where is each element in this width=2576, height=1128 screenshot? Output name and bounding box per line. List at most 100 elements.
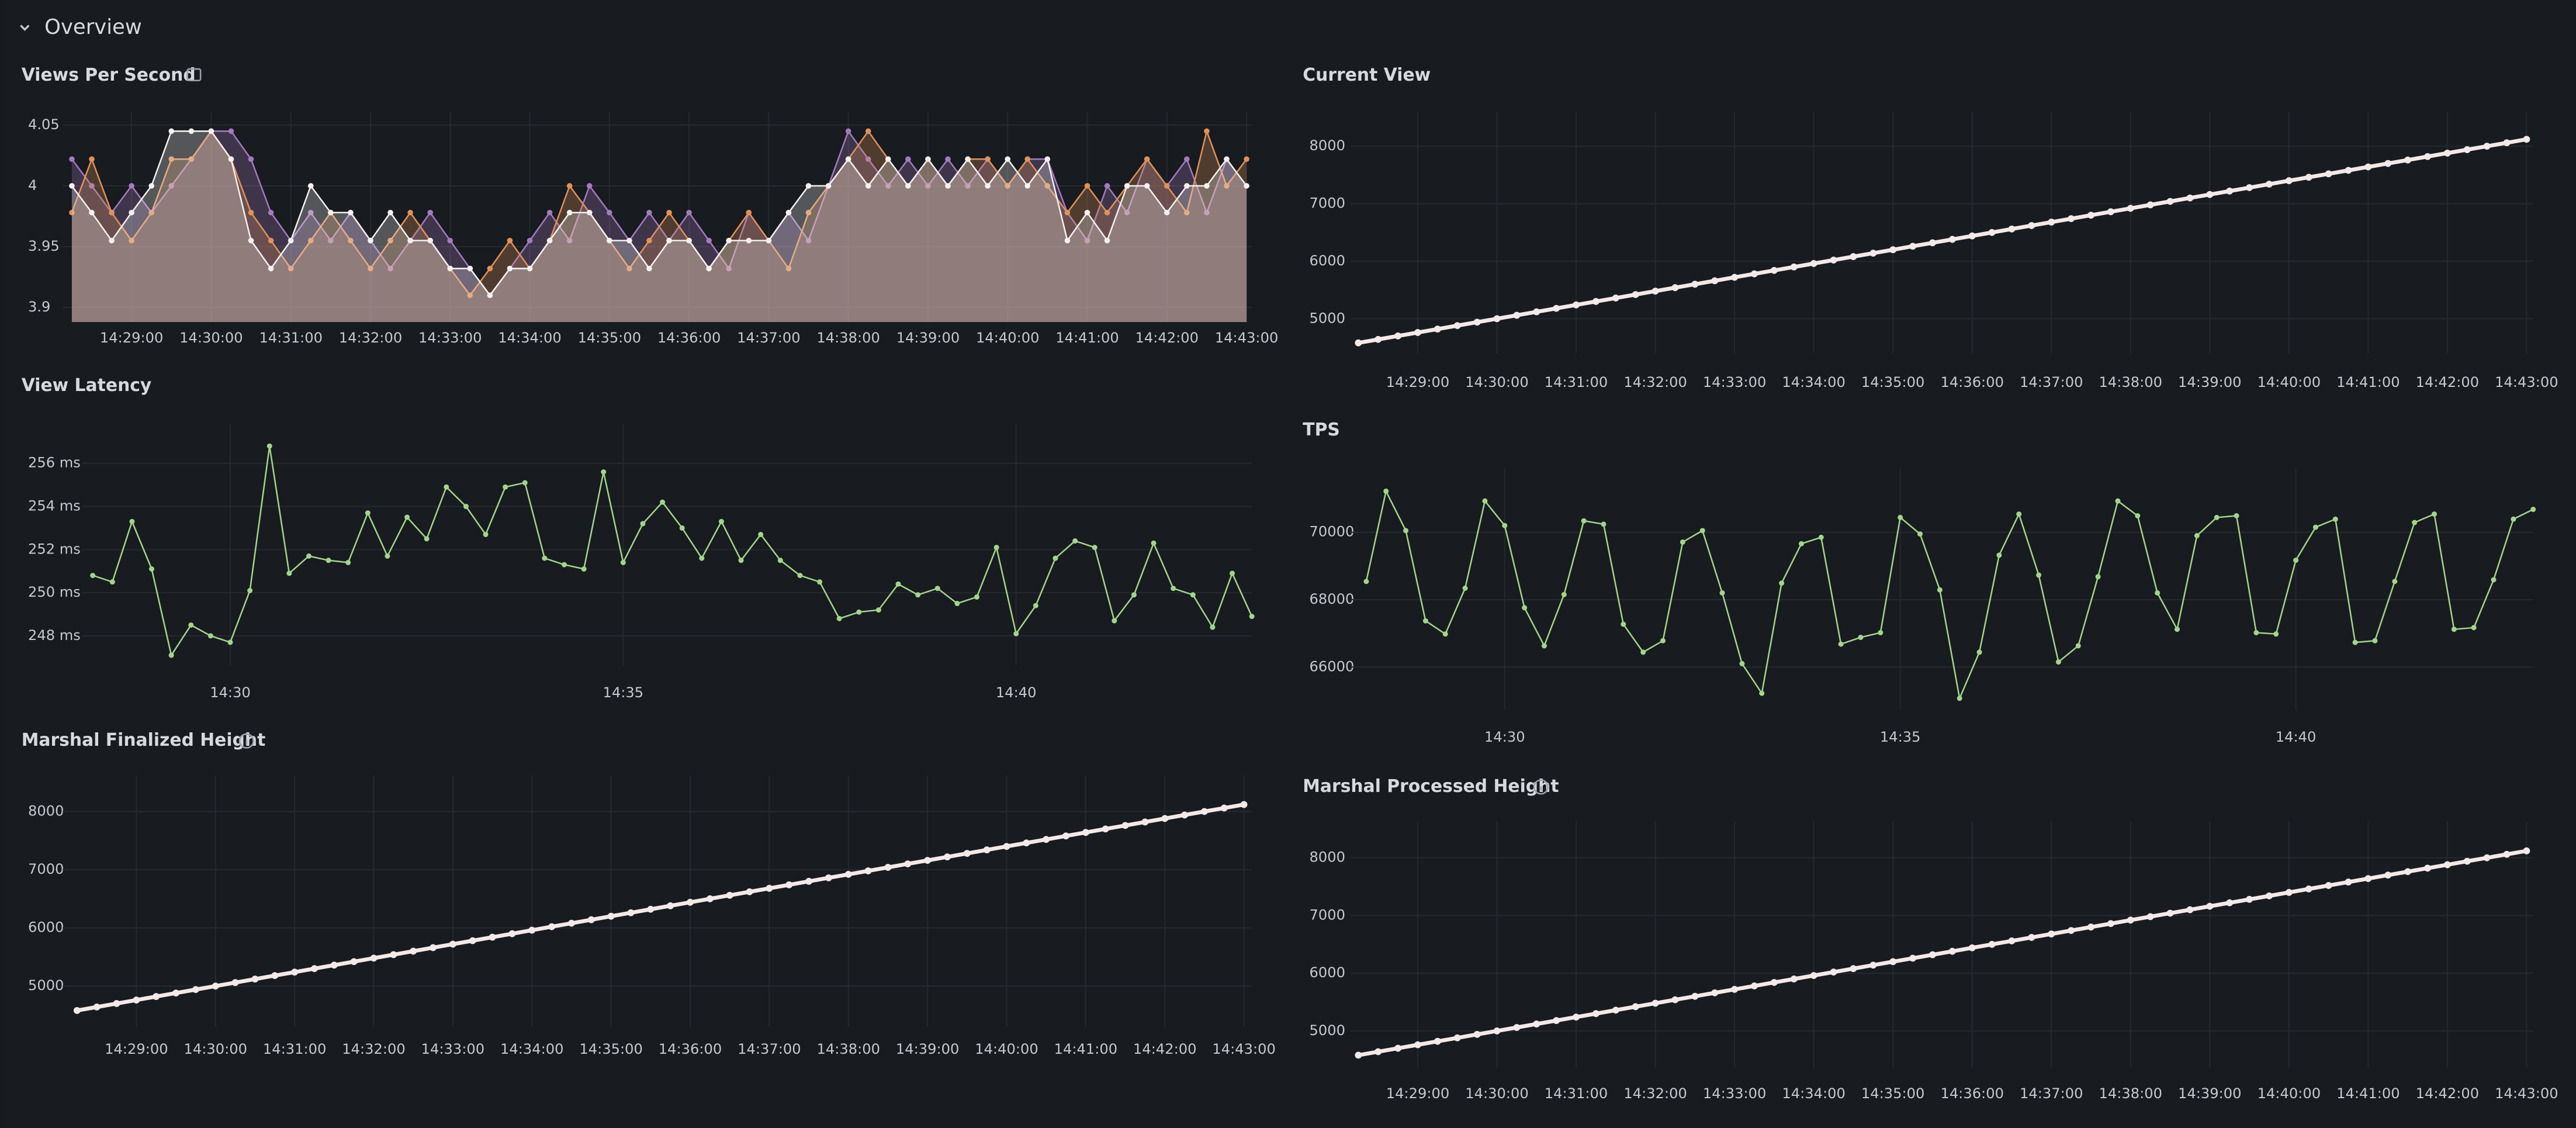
- data-point: [489, 933, 496, 941]
- panel-link-icon[interactable]: [186, 68, 202, 82]
- data-point: [983, 846, 991, 854]
- data-point: [73, 1007, 81, 1014]
- section-title[interactable]: Overview: [44, 15, 142, 39]
- x-tick-label: 14:36:00: [657, 330, 721, 346]
- x-tick-label: 14:42:00: [1135, 330, 1199, 346]
- data-point: [268, 237, 274, 244]
- data-point: [1869, 250, 1877, 257]
- data-point: [925, 183, 931, 189]
- y-tick-label: 248 ms: [28, 627, 81, 643]
- data-point: [1422, 618, 1428, 624]
- data-point: [620, 559, 626, 565]
- data-point: [487, 265, 493, 272]
- x-tick-label: 14:30:00: [184, 1041, 247, 1057]
- collapse-chevron[interactable]: [20, 25, 30, 31]
- data-point: [2087, 212, 2094, 219]
- data-point: [268, 209, 274, 216]
- data-point: [1005, 156, 1011, 162]
- x-tick-label: 14:33:00: [418, 330, 482, 346]
- data-point: [706, 265, 712, 272]
- data-point: [129, 518, 135, 524]
- data-point: [527, 265, 533, 272]
- data-point: [2028, 222, 2035, 229]
- data-point: [1092, 545, 1097, 551]
- data-point: [1383, 488, 1389, 494]
- data-point: [2424, 153, 2431, 160]
- data-point: [965, 156, 971, 162]
- data-point: [1838, 641, 1844, 647]
- data-point: [1968, 944, 1976, 951]
- x-tick-label: 14:38:00: [2099, 1085, 2162, 1102]
- data-point: [627, 909, 635, 916]
- data-point: [2186, 194, 2194, 202]
- data-point: [1818, 534, 1824, 540]
- x-tick-label: 14:38:00: [816, 330, 880, 346]
- data-point: [2175, 627, 2180, 632]
- data-point: [1184, 183, 1190, 189]
- data-point: [2305, 885, 2312, 892]
- data-point: [1394, 1044, 1402, 1052]
- data-point: [667, 902, 674, 909]
- data-point: [1798, 541, 1804, 546]
- data-point: [2384, 160, 2392, 167]
- data-point: [1581, 518, 1587, 524]
- data-point: [1968, 232, 1976, 240]
- data-point: [1691, 992, 1699, 1000]
- data-point: [2404, 868, 2412, 876]
- data-point: [168, 128, 175, 134]
- data-point: [1850, 965, 1857, 973]
- data-point: [640, 521, 646, 527]
- data-point: [2471, 625, 2477, 631]
- data-point: [738, 558, 744, 563]
- y-tick-label: 7000: [28, 861, 64, 877]
- data-point: [1632, 1003, 1639, 1011]
- data-point: [679, 525, 685, 531]
- data-point: [706, 237, 712, 244]
- info-icon[interactable]: [1533, 779, 1549, 795]
- data-point: [231, 979, 239, 987]
- data-point: [1759, 690, 1765, 696]
- data-point: [248, 237, 254, 244]
- data-point: [2253, 629, 2259, 635]
- data-point: [2166, 909, 2174, 917]
- data-point: [483, 531, 489, 537]
- x-tick-label: 14:43:00: [2495, 1085, 2558, 1102]
- data-point: [777, 558, 783, 563]
- info-icon[interactable]: [238, 733, 254, 749]
- data-point: [785, 265, 792, 272]
- data-point: [168, 156, 175, 162]
- data-point: [1024, 183, 1031, 189]
- data-point: [288, 237, 294, 244]
- data-point: [90, 573, 96, 579]
- data-point: [2285, 889, 2293, 896]
- y-tick-label: 5000: [1310, 1022, 1345, 1039]
- x-tick-label: 14:33:00: [1703, 374, 1767, 390]
- data-point: [268, 265, 274, 272]
- panel: Marshal Processed Height 5000 6000 7000 8000…: [1303, 776, 2558, 1102]
- data-point: [1414, 329, 1421, 336]
- data-point: [1711, 989, 1719, 996]
- data-point: [1355, 1051, 1362, 1059]
- data-point: [153, 993, 160, 1000]
- data-point: [587, 916, 595, 923]
- data-point: [1573, 301, 1580, 309]
- x-tick-label: 14:35:00: [579, 1041, 643, 1057]
- data-point: [1104, 209, 1110, 216]
- x-tick-label: 14:32:00: [1623, 1085, 1687, 1102]
- data-point: [1151, 540, 1157, 546]
- data-point: [385, 553, 390, 559]
- data-point: [2155, 590, 2160, 596]
- x-tick-label: 14:38:00: [816, 1041, 880, 1057]
- data-point: [985, 183, 991, 189]
- data-point: [2008, 937, 2016, 944]
- data-point: [766, 885, 773, 892]
- x-tick-label: 14:29:00: [100, 330, 164, 346]
- data-point: [447, 265, 453, 272]
- data-point: [307, 183, 314, 189]
- data-point: [1651, 999, 1659, 1007]
- data-point: [2332, 516, 2338, 522]
- data-point: [1719, 590, 1725, 596]
- data-point: [785, 209, 792, 216]
- data-point: [1141, 818, 1149, 826]
- data-point: [2055, 659, 2061, 665]
